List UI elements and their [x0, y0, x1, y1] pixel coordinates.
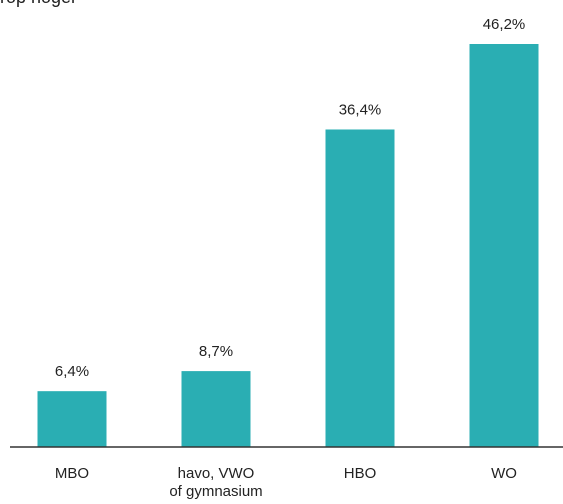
bar-0: [37, 391, 107, 447]
bar-2: [325, 129, 395, 447]
value-labels-group: 6,4% 8,7% 36,4% 46,2%: [55, 16, 525, 380]
value-label-0: 6,4%: [55, 363, 89, 380]
category-label-1: havo, VWO of gymnasium: [169, 465, 262, 500]
category-labels-group: MBO havo, VWO of gymnasium HBO WO: [55, 465, 517, 500]
bars-group: [37, 44, 539, 447]
category-label-0: MBO: [55, 465, 89, 482]
bar-3: [469, 44, 539, 447]
category-label-3: WO: [491, 465, 517, 482]
category-label-2: HBO: [344, 465, 377, 482]
cropped-heading: rop hoger: [0, 0, 77, 8]
value-label-3: 46,2%: [483, 16, 526, 33]
bar-1: [181, 371, 251, 447]
value-label-1: 8,7%: [199, 343, 233, 360]
value-label-2: 36,4%: [339, 101, 382, 118]
